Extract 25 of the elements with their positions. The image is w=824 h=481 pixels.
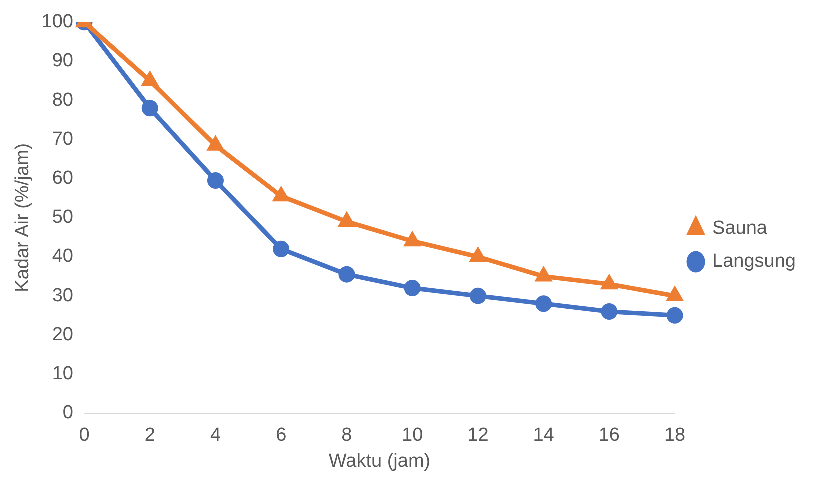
x-tick-label: 16 <box>598 425 620 446</box>
x-axis-title: Waktu (jam) <box>328 450 431 472</box>
x-tick-label: 10 <box>402 425 424 446</box>
y-tick-label: 20 <box>52 324 74 346</box>
y-tick-label: 40 <box>52 246 74 268</box>
x-tick-label: 2 <box>144 425 156 446</box>
y-tick-label: 10 <box>52 364 74 385</box>
x-tick-label: 8 <box>342 425 352 446</box>
y-axis-title: Kadar Air (%/jam) <box>12 143 34 292</box>
x-tick-label: 18 <box>664 425 686 446</box>
legend-label: Langsung <box>712 251 796 272</box>
x-tick-label: 0 <box>79 425 90 446</box>
y-tick-label: 50 <box>52 207 74 228</box>
x-tick-label: 4 <box>210 425 222 446</box>
x-tick-label: 14 <box>533 425 555 446</box>
legend-label: Sauna <box>712 218 768 240</box>
y-tick-label: 70 <box>52 128 74 150</box>
x-tick-label: 12 <box>468 425 489 446</box>
y-tick-label: 90 <box>52 50 74 72</box>
y-tick-label: 60 <box>52 168 74 190</box>
y-tick-label: 100 <box>42 12 74 33</box>
y-tick-label: 0 <box>62 402 74 424</box>
y-tick-label: 80 <box>52 90 74 111</box>
y-tick-label: 30 <box>52 285 74 306</box>
x-tick-label: 6 <box>276 425 287 446</box>
